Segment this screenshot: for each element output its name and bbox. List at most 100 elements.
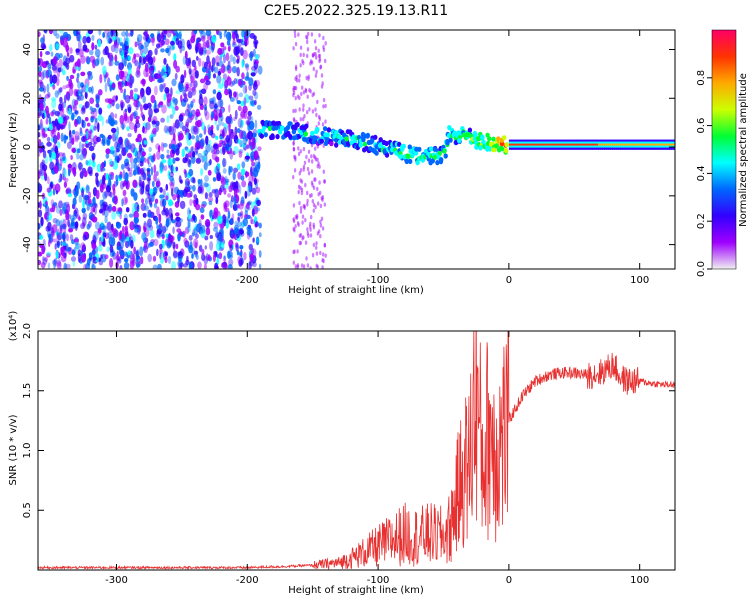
spectrogram-trace-cell <box>608 141 611 144</box>
spectrogram-noise-speckle <box>111 236 116 247</box>
spectrogram-noise-speckle <box>47 176 50 185</box>
spectrogram-trace-cell <box>542 147 546 150</box>
spectrogram-noise-speckle <box>70 134 75 144</box>
spectrogram-noise-speckle <box>167 170 171 180</box>
spectrogram-trace-cell <box>645 145 649 148</box>
spectrogram-noise-speckle <box>109 244 114 253</box>
spectrogram-trace-cell <box>645 139 649 142</box>
spectrogram-noise-speckle <box>38 183 43 193</box>
spectrogram-noise-speckle <box>59 87 63 93</box>
spectrogram-noise-speckle <box>154 99 157 109</box>
spectrogram-trace-cell <box>274 125 279 131</box>
spectrogram-trace <box>257 119 675 166</box>
spectrogram-noise-speckle <box>38 209 43 218</box>
spectrogram-noise-speckle <box>298 107 301 112</box>
spectrogram-noise-speckle <box>237 171 242 180</box>
spectrogram-trace-cell <box>625 145 629 148</box>
spectrogram-noise-speckle <box>159 187 163 193</box>
spectrogram-noise-speckle <box>205 143 211 153</box>
spectrogram-noise-speckle <box>38 241 41 247</box>
spectrogram-trace-cell <box>550 139 554 142</box>
spectrogram-noise-speckle <box>233 145 239 155</box>
spectrogram-noise-speckle <box>197 178 201 185</box>
spectrogram-noise-speckle <box>305 34 308 39</box>
spectrogram-noise-speckle <box>117 257 121 263</box>
spectrogram-noise-speckle <box>88 145 95 152</box>
spectrogram-noise-speckle <box>76 153 80 160</box>
spectrogram-noise-speckle <box>219 98 224 109</box>
spectrogram-trace-cell <box>544 141 548 144</box>
spectrogram-noise-speckle <box>183 69 187 79</box>
spectrogram-trace-cell <box>534 145 538 148</box>
spectrogram-noise-speckle <box>240 109 246 118</box>
spectrogram-noise-speckle <box>302 103 305 108</box>
spectrogram-trace-cell <box>534 141 538 144</box>
spectrogram-noise-speckle <box>166 93 172 104</box>
spectrogram-noise-speckle <box>195 203 201 211</box>
spectrogram-noise-speckle <box>122 182 126 187</box>
spectrogram-trace-cell <box>408 148 413 154</box>
spectrogram-trace-cell <box>415 160 420 166</box>
spectrogram-noise-speckle <box>206 40 210 49</box>
spectrogram-trace-cell <box>435 160 440 166</box>
spectrogram-noise-speckle <box>75 242 79 252</box>
spectrogram-noise-speckle <box>208 196 214 203</box>
spectrogram-noise-speckle <box>79 131 83 137</box>
spectrogram-trace-cell <box>319 138 324 144</box>
spectrogram-noise-speckle <box>58 58 63 68</box>
spectrogram-noise-speckle <box>318 58 321 64</box>
spectrogram-noise-speckle <box>127 172 133 177</box>
spectrogram-noise-speckle <box>72 197 77 206</box>
spectrogram-noise-speckle <box>306 190 309 196</box>
spectrogram-noise-speckle <box>292 249 295 255</box>
spectrogram-noise-speckle <box>175 37 180 46</box>
spectrogram-noise-speckle <box>137 37 140 46</box>
spectrogram-noise-speckle <box>68 228 74 233</box>
spectrogram-noise-speckle <box>246 185 252 191</box>
spectrogram-trace-cell <box>530 141 534 144</box>
spectrogram-noise-speckle <box>225 134 230 143</box>
spectrogram-noise-speckle <box>151 120 157 125</box>
spectrogram-noise-speckle <box>317 48 320 53</box>
spectrogram-noise-speckle <box>49 74 53 85</box>
spectrogram-noise-speckle <box>150 136 154 144</box>
spectrogram-noise-speckle <box>253 167 259 178</box>
spectrogram-noise-speckle <box>225 207 230 213</box>
spectrogram-noise-speckle <box>91 34 95 41</box>
spectrogram-noise-speckle <box>296 94 300 99</box>
spectrogram-noise-speckle <box>133 192 138 201</box>
spectrogram-trace-cell <box>596 147 600 150</box>
spectrogram-trace-cell <box>408 158 413 164</box>
spectrogram-trace-cell <box>669 143 673 146</box>
spectrogram-noise-speckle <box>185 178 190 187</box>
spectrogram-noise-speckle <box>202 49 207 56</box>
spectrogram-noise-speckle <box>128 122 135 130</box>
spectrogram-noise-speckle <box>93 153 96 159</box>
spectrogram-trace-cell <box>657 143 661 146</box>
spectrogram-noise-speckle <box>55 219 61 227</box>
spectrogram-noise-speckle <box>233 91 237 98</box>
spectrogram-trace-cell <box>659 141 663 144</box>
spectrogram-noise-speckle <box>175 65 180 73</box>
spectrogram-noise-speckle <box>123 109 128 119</box>
spectrogram-trace-cell <box>586 141 590 144</box>
spectrogram-noise-speckle <box>302 146 306 152</box>
spectrogram-noise-speckle <box>87 30 93 35</box>
spectrogram-trace-cell <box>352 138 358 144</box>
spectrogram-noise-speckle <box>74 221 78 231</box>
spectrogram-noise-speckle <box>192 177 196 184</box>
spectrogram-noise-speckle <box>135 53 140 58</box>
spectrogram-noise-speckle <box>166 149 170 154</box>
spectrogram-noise-speckle <box>40 96 44 102</box>
spectrogram-noise-speckle <box>194 70 199 79</box>
spectrogram-noise-speckle <box>142 167 146 174</box>
spectrogram-noise-speckle <box>157 78 163 84</box>
spectrogram-noise-speckle <box>294 41 298 47</box>
spectrogram-noise-speckle <box>45 118 49 125</box>
spectrogram-trace-cell <box>594 141 598 144</box>
spectrogram-noise-speckle <box>86 36 91 44</box>
spectrogram-trace-cell <box>590 143 594 146</box>
spectrogram-noise-speckle <box>154 198 159 204</box>
spectrogram-trace-cell <box>673 141 675 144</box>
spectrogram-noise-speckle <box>163 57 167 65</box>
